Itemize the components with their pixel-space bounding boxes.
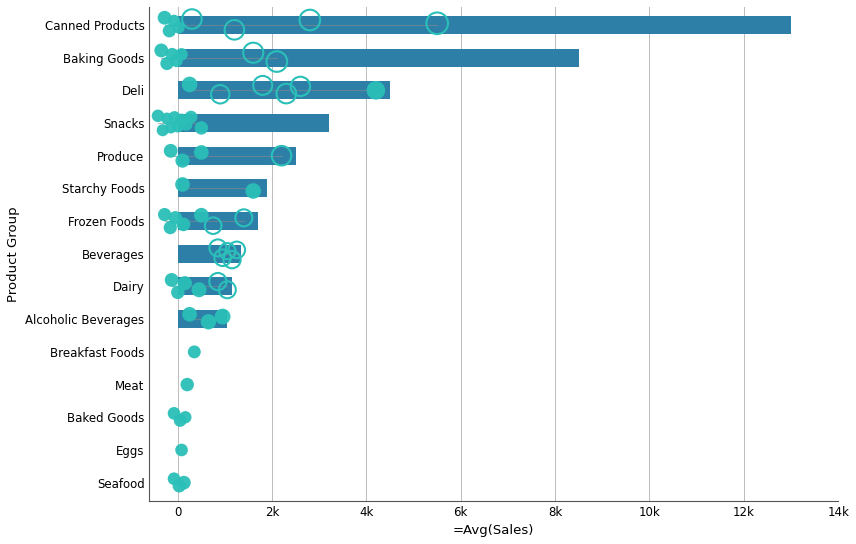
Point [182, 80, 196, 89]
Point [279, 89, 293, 98]
Bar [178, 180, 267, 197]
Point [216, 254, 229, 262]
Point [175, 156, 189, 165]
Point [237, 213, 251, 222]
Point [172, 481, 186, 490]
Point [160, 114, 174, 123]
Point [182, 310, 196, 319]
Point [256, 81, 270, 90]
Bar [178, 114, 329, 132]
Y-axis label: Product Group: Product Group [7, 206, 20, 301]
Point [160, 59, 174, 68]
Point [172, 23, 186, 32]
Point [169, 213, 182, 222]
X-axis label: =Avg(Sales): =Avg(Sales) [453, 524, 534, 537]
Point [206, 221, 220, 230]
Point [221, 286, 235, 294]
Point [303, 16, 317, 24]
Bar [178, 212, 258, 230]
Point [270, 57, 283, 66]
Point [180, 120, 193, 129]
Point [152, 112, 165, 120]
Point [247, 187, 260, 195]
Point [187, 348, 201, 356]
Point [202, 318, 216, 326]
Bar [178, 16, 791, 34]
Point [221, 247, 235, 256]
Point [154, 46, 168, 55]
Point [177, 478, 191, 487]
Point [167, 17, 181, 26]
Point [158, 14, 171, 22]
Bar [178, 277, 232, 295]
Bar [178, 48, 579, 66]
Point [192, 286, 205, 294]
Point [247, 48, 260, 57]
Point [165, 276, 179, 285]
Point [185, 15, 199, 23]
Point [369, 86, 383, 95]
Point [431, 19, 444, 28]
Point [175, 115, 188, 124]
Point [163, 27, 176, 35]
Point [181, 380, 194, 389]
Point [168, 113, 181, 121]
Point [175, 50, 188, 59]
Point [194, 123, 208, 132]
Point [211, 277, 225, 286]
Point [163, 223, 177, 232]
Point [167, 474, 181, 483]
Point [175, 180, 189, 189]
Point [171, 288, 185, 296]
Point [171, 122, 185, 131]
Point [194, 211, 208, 220]
Point [163, 146, 177, 155]
Bar [178, 81, 390, 100]
Point [294, 82, 307, 91]
Point [230, 245, 244, 254]
Bar [178, 147, 295, 165]
Bar [178, 245, 241, 263]
Point [228, 26, 241, 34]
Point [173, 416, 187, 425]
Point [175, 446, 188, 454]
Point [216, 312, 229, 321]
Point [178, 279, 192, 288]
Point [163, 123, 177, 132]
Point [194, 148, 208, 157]
Point [158, 210, 171, 219]
Point [275, 151, 288, 160]
Point [165, 50, 179, 59]
Point [211, 244, 225, 252]
Bar [178, 310, 228, 328]
Point [184, 113, 198, 121]
Point [225, 255, 239, 264]
Point [176, 220, 190, 228]
Point [179, 413, 193, 422]
Point [213, 90, 227, 98]
Point [167, 409, 181, 418]
Point [156, 126, 169, 134]
Point [169, 57, 183, 65]
